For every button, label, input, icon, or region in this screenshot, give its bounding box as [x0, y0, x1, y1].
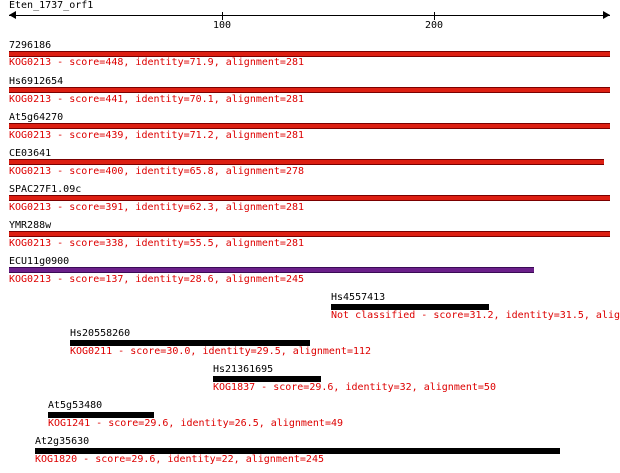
hit-name[interactable]: Hs6912654 [9, 76, 64, 87]
hit-description[interactable]: KOG1820 - score=29.6, identity=22, align… [35, 454, 324, 465]
hit-alignment-bar[interactable] [9, 267, 534, 273]
hit-name[interactable]: YMR288w [9, 220, 52, 231]
hit-name[interactable]: SPAC27F1.09c [9, 184, 82, 195]
axis-tick [434, 12, 435, 20]
hit-name[interactable]: Hs20558260 [70, 328, 131, 339]
query-name: Eten_1737_orf1 [9, 0, 94, 11]
hit-alignment-bar[interactable] [9, 159, 604, 165]
hit-description[interactable]: Not classified - score=31.2, identity=31… [331, 310, 620, 321]
hit-alignment-bar[interactable] [9, 231, 610, 237]
axis-tick-label: 200 [424, 20, 444, 31]
hit-description[interactable]: KOG0213 - score=400, identity=65.8, alig… [9, 166, 305, 177]
hit-alignment-bar[interactable] [9, 51, 610, 57]
hit-description[interactable]: KOG0213 - score=391, identity=62.3, alig… [9, 202, 305, 213]
hit-alignment-bar[interactable] [70, 340, 310, 346]
axis-tick [222, 12, 223, 20]
hit-alignment-bar[interactable] [9, 195, 610, 201]
hit-name[interactable]: At2g35630 [35, 436, 90, 447]
hit-alignment-bar[interactable] [9, 87, 610, 93]
hit-description[interactable]: KOG0213 - score=338, identity=55.5, alig… [9, 238, 305, 249]
hit-description[interactable]: KOG1241 - score=29.6, identity=26.5, ali… [48, 418, 344, 429]
axis-end-arrow-icon [603, 11, 610, 19]
hit-alignment-bar[interactable] [35, 448, 560, 454]
hit-alignment-bar[interactable] [331, 304, 489, 310]
axis-start-arrow-icon [9, 11, 16, 19]
sequence-axis [9, 15, 610, 16]
hit-name[interactable]: CE03641 [9, 148, 52, 159]
hit-description[interactable]: KOG0211 - score=30.0, identity=29.5, ali… [70, 346, 372, 357]
hit-name[interactable]: Hs4557413 [331, 292, 386, 303]
hit-name[interactable]: Hs21361695 [213, 364, 274, 375]
hit-alignment-bar[interactable] [9, 123, 610, 129]
hit-description[interactable]: KOG0213 - score=441, identity=70.1, alig… [9, 94, 305, 105]
hit-description[interactable]: KOG0213 - score=439, identity=71.2, alig… [9, 130, 305, 141]
hit-description[interactable]: KOG0213 - score=137, identity=28.6, alig… [9, 274, 305, 285]
axis-tick-label: 100 [212, 20, 232, 31]
hit-name[interactable]: 7296186 [9, 40, 52, 51]
hit-name[interactable]: At5g64270 [9, 112, 64, 123]
hit-description[interactable]: KOG1837 - score=29.6, identity=32, align… [213, 382, 496, 393]
hit-alignment-bar[interactable] [213, 376, 321, 382]
hit-alignment-bar[interactable] [48, 412, 154, 418]
hit-name[interactable]: ECU11g0900 [9, 256, 70, 267]
hit-name[interactable]: At5g53480 [48, 400, 103, 411]
hit-description[interactable]: KOG0213 - score=448, identity=71.9, alig… [9, 57, 305, 68]
